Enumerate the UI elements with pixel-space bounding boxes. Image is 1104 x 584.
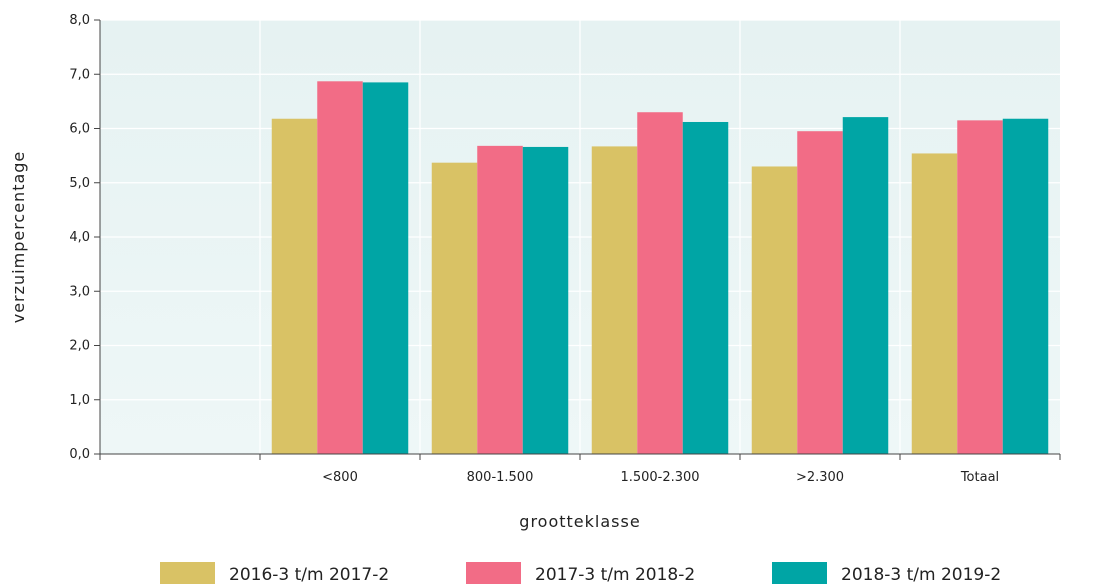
bar: [477, 145, 523, 455]
bar: [751, 166, 798, 455]
y-tick-label: 8,0: [69, 13, 90, 28]
bar: [317, 81, 363, 455]
bar: [431, 162, 478, 454]
legend-swatch: [466, 562, 521, 584]
legend-label: 2018-3 t/m 2019-2: [841, 565, 1001, 584]
y-tick-labels: 0,0 1,0 2,0 3,0 4,0 5,0 6,0 7,0 8,0: [69, 13, 90, 462]
y-tick-label: 3,0: [69, 284, 90, 299]
bars: [271, 81, 1049, 455]
legend-label: 2017-3 t/m 2018-2: [535, 565, 695, 584]
bar: [682, 121, 729, 455]
legend-swatch: [772, 562, 827, 584]
y-axis-title: verzuimpercentage: [9, 151, 28, 324]
bar: [271, 118, 318, 455]
y-tick-label: 2,0: [69, 339, 90, 354]
y-tick-label: 5,0: [69, 176, 90, 191]
bar: [842, 117, 889, 455]
bar: [797, 131, 843, 454]
bar: [911, 153, 958, 454]
x-tick-label: >2.300: [796, 470, 844, 485]
legend-label: 2016-3 t/m 2017-2: [229, 565, 389, 584]
axes: [94, 19, 1061, 460]
x-axis-title: grootteklasse: [519, 512, 640, 531]
legend-swatch: [160, 562, 215, 584]
x-tick-label: 800-1.500: [467, 470, 534, 485]
y-tick-label: 4,0: [69, 230, 90, 245]
x-tick-labels: <800 800-1.500 1.500-2.300 >2.300 Totaal: [322, 470, 999, 485]
bar: [362, 82, 409, 454]
grid-lines: [100, 19, 1060, 454]
y-tick-label: 1,0: [69, 393, 90, 408]
bar: [637, 112, 683, 454]
x-tick-label: 1.500-2.300: [620, 470, 699, 485]
y-tick-label: 7,0: [69, 67, 90, 82]
bar: [522, 146, 569, 454]
bar: [1002, 118, 1049, 455]
x-tick-label: <800: [322, 470, 358, 485]
y-tick-label: 0,0: [69, 447, 90, 462]
bar: [957, 120, 1003, 455]
bar: [591, 146, 638, 454]
legend: 2016-3 t/m 2017-2 2017-3 t/m 2018-2 2018-3…: [160, 562, 1001, 584]
x-tick-label: Totaal: [960, 470, 999, 485]
y-tick-label: 6,0: [69, 122, 90, 137]
